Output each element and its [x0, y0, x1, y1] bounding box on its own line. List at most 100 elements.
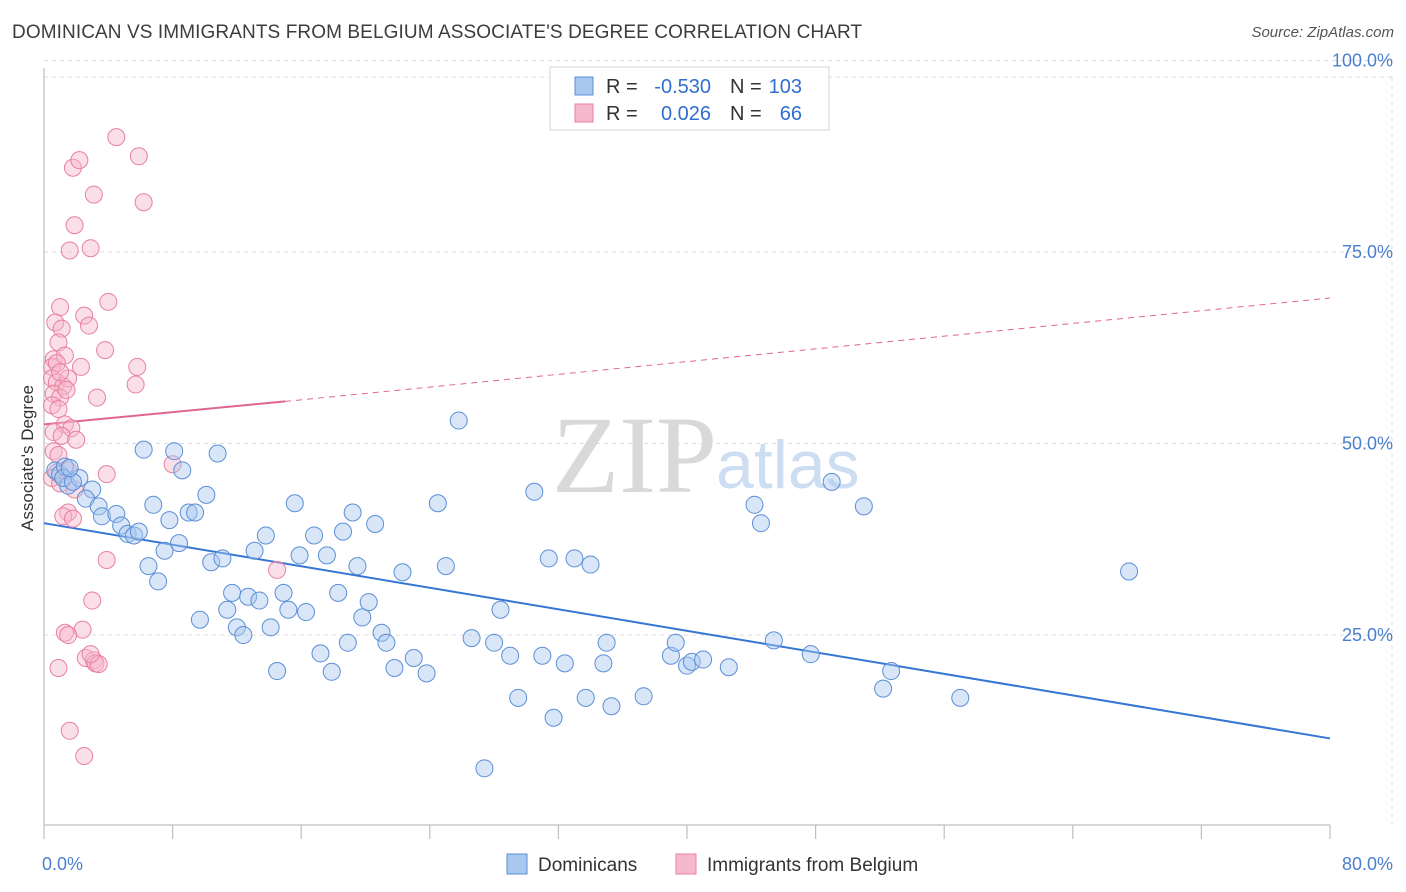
- point-dominicans-46: [297, 603, 316, 622]
- point-dominicans-77: [544, 708, 563, 727]
- point-dominicans-48: [311, 644, 330, 663]
- point-dominicans-25: [179, 503, 198, 522]
- point-dominicans-74: [525, 482, 544, 501]
- point-dominicans-75: [533, 646, 552, 665]
- point-dominicans-98: [874, 679, 893, 698]
- point-belgium-6: [65, 216, 84, 235]
- point-dominicans-56: [353, 608, 372, 627]
- axes: [43, 68, 1331, 839]
- point-dominicans-26: [186, 503, 205, 522]
- point-dominicans-54: [343, 503, 362, 522]
- point-belgium-50: [268, 560, 287, 579]
- point-dominicans-24: [173, 461, 192, 480]
- point-dominicans-29: [202, 553, 221, 572]
- legend-n-value-0: 103: [769, 76, 802, 98]
- point-dominicans-22: [165, 442, 184, 461]
- trend-line-dominicans: [43, 522, 1331, 740]
- point-dominicans-13: [118, 524, 137, 543]
- trend-line-belgium-dashed: [285, 297, 1331, 402]
- point-dominicans-55: [348, 557, 367, 576]
- point-dominicans-87: [666, 633, 685, 652]
- point-belgium-60: [60, 721, 79, 740]
- point-dominicans-17: [139, 557, 158, 576]
- point-dominicans-36: [239, 587, 258, 606]
- point-dominicans-51: [329, 583, 348, 602]
- point-dominicans-35: [234, 626, 253, 645]
- point-dominicans-100: [951, 688, 970, 707]
- point-dominicans-80: [576, 688, 595, 707]
- bottom-legend-swatch-dominicans: [506, 853, 528, 875]
- point-dominicans-90: [694, 650, 713, 669]
- point-dominicans-27: [190, 610, 209, 629]
- point-dominicans-21: [160, 511, 179, 530]
- point-dominicans-47: [305, 526, 324, 545]
- point-dominicans-58: [366, 514, 385, 533]
- point-dominicans-52: [333, 522, 352, 541]
- point-dominicans-96: [822, 472, 841, 491]
- point-belgium-14: [52, 319, 71, 338]
- point-belgium-1: [129, 147, 148, 166]
- point-belgium-5: [134, 193, 153, 212]
- point-belgium-27: [126, 375, 145, 394]
- points-dominicans: [46, 411, 1139, 778]
- point-belgium-8: [81, 239, 100, 258]
- point-dominicans-39: [256, 526, 275, 545]
- point-dominicans-91: [719, 658, 738, 677]
- point-dominicans-59: [372, 623, 391, 642]
- point-dominicans-89: [682, 652, 701, 671]
- y-tick-label-2: 75.0%: [1342, 242, 1393, 262]
- point-belgium-49: [63, 509, 82, 528]
- point-dominicans-33: [223, 583, 242, 602]
- point-dominicans-78: [555, 654, 574, 673]
- point-dominicans-7: [83, 480, 102, 499]
- point-dominicans-37: [245, 541, 264, 560]
- point-dominicans-42: [274, 583, 293, 602]
- point-belgium-7: [60, 241, 79, 260]
- point-dominicans-18: [144, 495, 163, 514]
- x-tick-label-1: 80.0%: [1342, 854, 1393, 874]
- point-belgium-34: [62, 419, 81, 438]
- point-dominicans-84: [602, 697, 621, 716]
- point-dominicans-76: [539, 549, 558, 568]
- point-dominicans-82: [594, 654, 613, 673]
- point-dominicans-11: [107, 505, 126, 524]
- point-dominicans-49: [317, 546, 336, 565]
- point-dominicans-66: [436, 557, 455, 576]
- point-dominicans-72: [501, 646, 520, 665]
- point-belgium-30: [88, 388, 107, 407]
- legend-r-label-1: R =: [606, 103, 638, 125]
- point-dominicans-28: [197, 485, 216, 504]
- point-dominicans-40: [261, 618, 280, 637]
- point-dominicans-20: [155, 541, 174, 560]
- correlation-legend: R = -0.530 N = 103 R = 0.026 N = 66: [549, 66, 830, 131]
- watermark-atlas: atlas: [716, 427, 860, 503]
- point-dominicans-45: [290, 546, 309, 565]
- legend-swatch-belgium: [574, 103, 594, 123]
- point-dominicans-61: [385, 658, 404, 677]
- point-belgium-43: [97, 465, 116, 484]
- point-dominicans-99: [882, 662, 901, 681]
- legend-r-value-0: -0.530: [654, 76, 711, 98]
- point-dominicans-23: [170, 534, 189, 553]
- point-dominicans-95: [801, 645, 820, 664]
- point-dominicans-81: [581, 555, 600, 574]
- points-immigrants-from-belgium: [43, 128, 287, 766]
- point-dominicans-53: [338, 633, 357, 652]
- point-belgium-59: [49, 658, 68, 677]
- point-dominicans-92: [745, 495, 764, 514]
- trend-lines: [43, 297, 1331, 740]
- point-dominicans-97: [854, 497, 873, 516]
- point-dominicans-15: [129, 522, 148, 541]
- x-tick-label-0: 0.0%: [42, 854, 83, 874]
- y-tick-label-0: 25.0%: [1342, 625, 1393, 645]
- point-dominicans-30: [208, 444, 227, 463]
- bottom-legend-label-dominicans: Dominicans: [538, 855, 637, 876]
- point-dominicans-93: [751, 514, 770, 533]
- watermark: ZIP atlas: [552, 394, 860, 516]
- point-belgium-40: [163, 455, 182, 474]
- point-belgium-21: [71, 357, 90, 376]
- point-dominicans-85: [634, 687, 653, 706]
- point-dominicans-43: [279, 600, 298, 619]
- point-dominicans-31: [213, 549, 232, 568]
